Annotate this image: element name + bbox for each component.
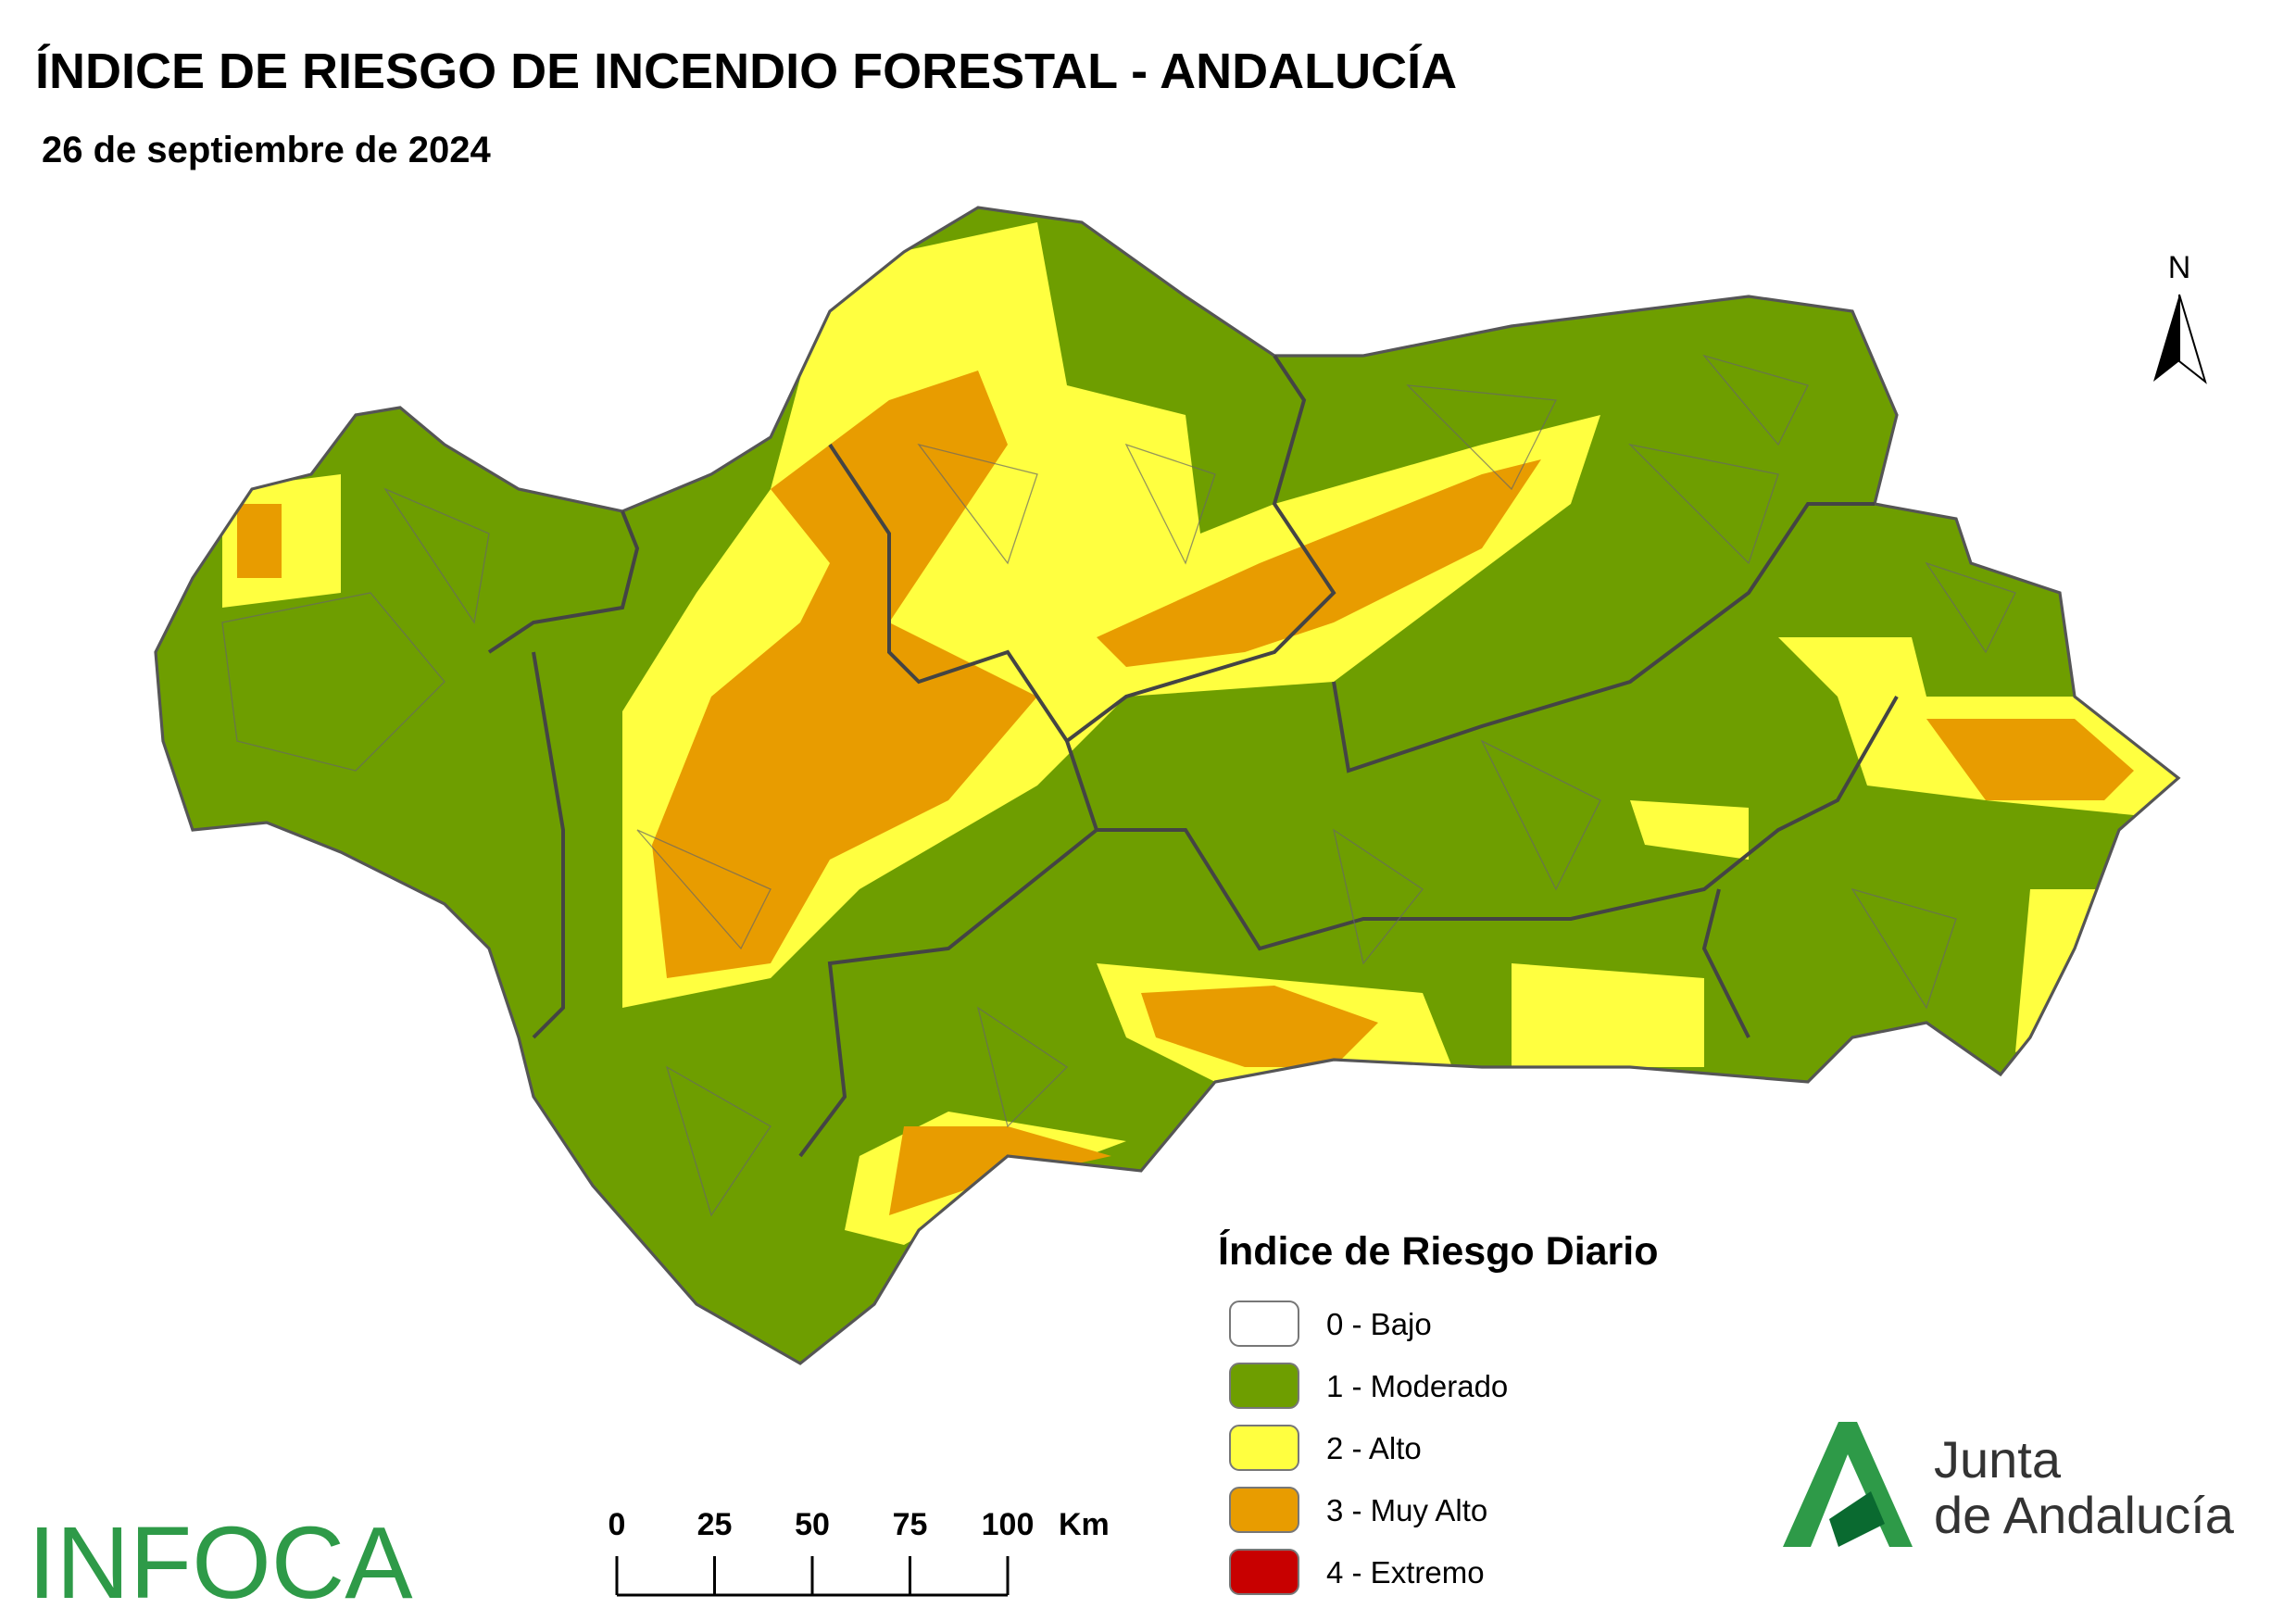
scale-label: 100 xyxy=(982,1507,1035,1542)
legend-label: 0 - Bajo xyxy=(1326,1307,1432,1341)
legend-title: Índice de Riesgo Diario xyxy=(1218,1229,1659,1274)
scale-label: 0 xyxy=(609,1507,626,1542)
north-label: N xyxy=(2168,250,2191,285)
legend-swatch xyxy=(1229,1301,1299,1347)
legend-label: 3 - Muy Alto xyxy=(1326,1493,1487,1527)
legend-label: 4 - Extremo xyxy=(1326,1555,1485,1590)
north-arrow: N xyxy=(2153,250,2207,384)
legend-swatch xyxy=(1229,1425,1299,1471)
junta-logo: Junta de Andalucía xyxy=(1783,1422,2235,1547)
title: ÍNDICE DE RIESGO DE INCENDIO FORESTAL - … xyxy=(35,44,1457,99)
legend-swatch xyxy=(1229,1487,1299,1533)
scale-bar: 0 25 50 75 100 Km xyxy=(609,1507,1110,1597)
legend-swatch xyxy=(1229,1363,1299,1409)
legend-swatch xyxy=(1229,1549,1299,1595)
subtitle: 26 de septiembre de 2024 xyxy=(42,130,491,170)
infoca-logo: INFOCA xyxy=(28,1506,413,1620)
legend-label: 1 - Moderado xyxy=(1326,1369,1508,1403)
map xyxy=(154,206,2181,1365)
legend-label: 2 - Alto xyxy=(1326,1431,1422,1465)
scale-label: 25 xyxy=(697,1507,733,1542)
junta-text: Junta xyxy=(1934,1430,2062,1489)
scale-label: 50 xyxy=(795,1507,830,1542)
scale-label: 75 xyxy=(893,1507,928,1542)
junta-text: de Andalucía xyxy=(1934,1486,2235,1544)
scale-unit: Km xyxy=(1059,1507,1110,1542)
legend: Índice de Riesgo Diario 0 - Bajo 1 - Mode… xyxy=(1218,1229,1659,1595)
